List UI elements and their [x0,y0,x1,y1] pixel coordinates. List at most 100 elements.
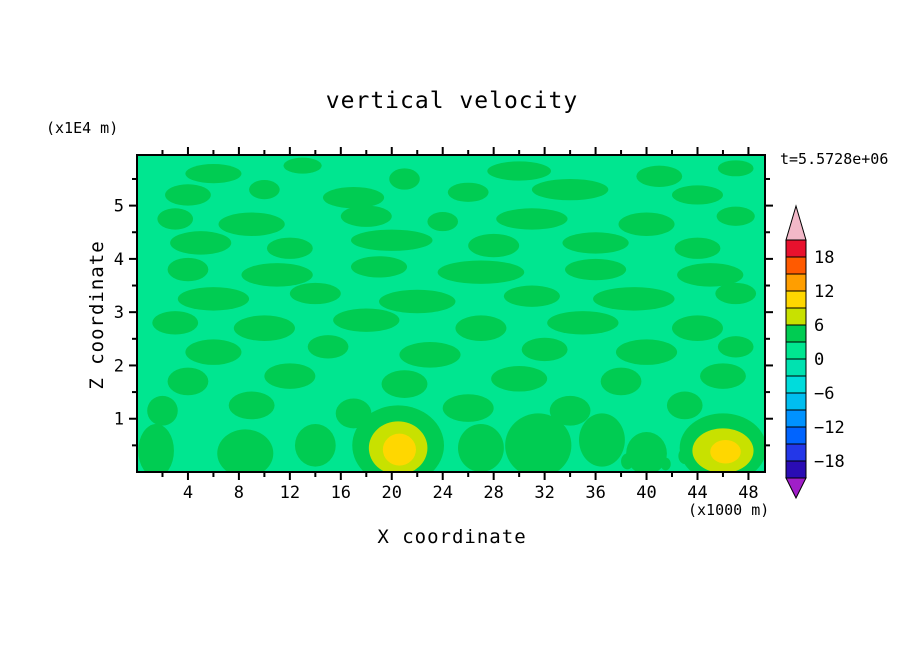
contour-blob [351,229,433,251]
contour-blob [503,285,560,307]
colorbar-segment [785,375,807,394]
colorbar-segment [785,392,807,411]
contour-blob [717,336,754,358]
contour-blob [600,367,642,396]
contour-blob [381,370,428,398]
contour-blob [218,212,285,236]
contour-blob [170,231,232,255]
x-tick-label: 28 [483,483,503,503]
y-tick-label: 2 [114,356,124,376]
contour-blob [147,395,178,426]
contour-blob [672,185,723,205]
colorbar-segment [785,426,807,445]
contour-blob [167,257,209,282]
colorbar-segment [785,290,807,309]
axis-ticks [129,147,773,480]
contour-blob [233,315,295,341]
y-tick-label: 5 [114,197,124,217]
contour-blob [167,367,209,396]
contour-blob [672,315,723,341]
x-axis-title: X coordinate [377,526,527,548]
colorbar-tick-label: 12 [814,282,834,302]
contour-blob [496,208,568,230]
contour-blob [636,165,683,187]
x-tick-label: 32 [534,483,554,503]
contour-blob [241,263,313,287]
colorbar-segment [785,239,807,258]
chart-title: vertical velocity [325,88,579,114]
x-tick-label: 40 [636,483,656,503]
contour-blob [138,424,174,472]
contour-blob [674,237,721,259]
contour-blob [307,335,349,359]
y-axis-unit-label: (x1E4 m) [46,119,119,137]
colorbar-segment [785,273,807,292]
contour-blob [351,256,408,278]
contour-blob [531,178,609,201]
contour-blob [264,363,316,389]
contour-blob [228,391,275,420]
contour-blob [165,184,211,206]
contour-blob [294,424,336,467]
contour-blob [152,311,199,335]
x-tick-label: 12 [280,483,300,503]
colorbar-segment [785,341,807,360]
contour-blob [521,337,568,362]
y-tick-label: 4 [114,250,124,270]
y-tick-label: 1 [114,410,124,430]
colorbar-segment [785,409,807,428]
contour-blob [487,161,551,181]
contour-blob [700,363,746,389]
contour-blob [562,232,629,254]
contour-blob [618,212,675,236]
contour-blob [217,429,274,472]
colorbar-tick-label: −6 [814,384,834,404]
contour-blob [177,287,250,311]
colorbar-segment [785,358,807,377]
colorbar-tick-label: 6 [814,316,824,336]
contour-blob [615,339,678,365]
contour-blob [185,339,242,365]
contour-blob [437,260,525,284]
colorbar-tick-label: −18 [814,452,845,472]
contour-blob [579,413,625,467]
colorbar-under-arrow [785,477,807,500]
contour-blob [399,342,461,368]
contour-blob [249,180,280,200]
contour-blob [283,157,322,174]
contour-blob [715,282,757,305]
contour-blob [549,395,591,426]
contour-blob [677,263,744,287]
contour-blob [621,453,634,470]
contour-blob [716,206,755,226]
colorbar-segment [785,443,807,462]
colorbar-tick-label: 0 [814,350,824,370]
contour-blob [593,287,675,311]
contour-blob [678,448,692,465]
x-tick-label: 16 [331,483,351,503]
x-axis-unit-label: (x1000 m) [688,501,770,519]
plot-frame [136,154,766,473]
contour-blob [505,413,572,472]
plot-field [137,155,765,472]
contour-blob [455,315,507,341]
contour-blob [427,212,459,232]
contour-blob [157,208,194,230]
x-tick-label: 36 [585,483,605,503]
colorbar-segment [785,324,807,343]
contour-blob [468,233,520,258]
time-annotation: t=5.5728e+06 [780,150,889,168]
field-background [137,155,765,472]
colorbar-tick-label: −12 [814,418,845,438]
contour-blob [379,289,456,314]
contour-blob [266,237,313,259]
x-tick-label: 44 [687,483,707,503]
x-tick-label: 8 [234,483,244,503]
contour-blob [322,186,385,209]
contour-blob [333,308,400,332]
x-tick-label: 4 [183,483,193,503]
contour-blob [565,258,627,281]
x-tick-label: 20 [382,483,402,503]
